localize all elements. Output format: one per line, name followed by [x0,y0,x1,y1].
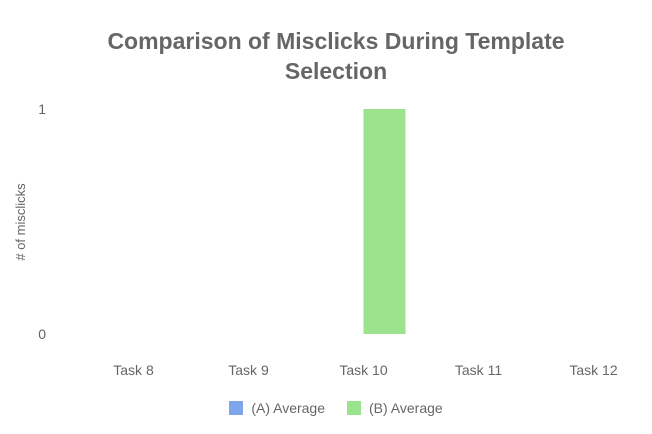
legend-swatch [229,401,244,415]
x-tick-label: Task 12 [569,362,617,378]
legend-item[interactable]: (B) Average [347,400,443,416]
legend-label: (A) Average [251,400,325,416]
x-tick-label: Task 10 [339,362,387,378]
y-tick-label: 0 [38,326,46,342]
y-axis: # of misclicks [13,183,28,261]
x-tick-label: Task 11 [455,362,502,378]
legend: (A) Average (B) Average [0,400,652,416]
x-tick-label: Task 9 [228,362,269,378]
x-tick-label: Task 8 [113,362,154,378]
x-ticks: Task 8 Task 9 Task 10 Task 11 Task 12 [113,362,618,378]
legend-label: (B) Average [369,400,443,416]
legend-item[interactable]: (A) Average [229,400,325,416]
bar-b-task-10 [363,109,406,334]
bars [363,109,406,334]
y-axis-label: # of misclicks [13,183,28,261]
legend-swatch [347,401,361,415]
chart-title: Comparison of Misclicks During Template … [107,28,565,84]
y-tick-label: 1 [38,101,46,117]
y-ticks: 01 [38,101,46,342]
